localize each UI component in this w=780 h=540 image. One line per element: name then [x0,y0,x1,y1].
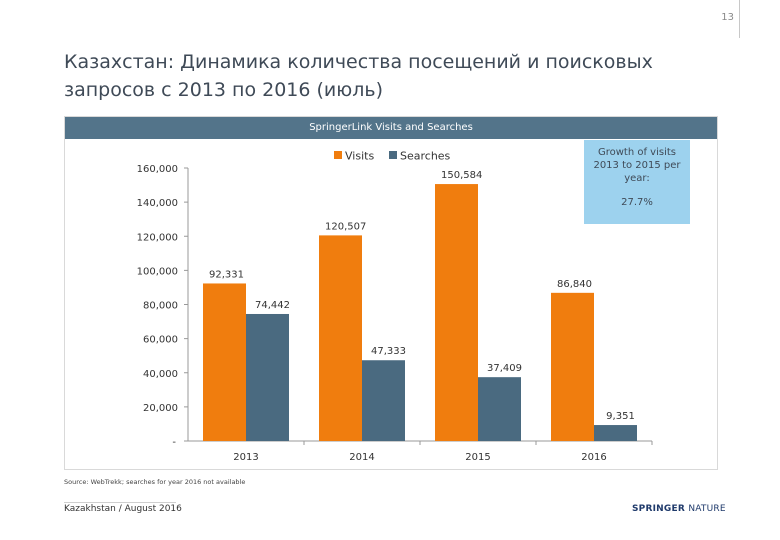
bar-visits [203,283,246,441]
chart-frame: SpringerLink Visits and Searches [64,116,718,470]
growth-callout: Growth of visits 2013 to 2015 per year: … [584,140,690,224]
legend-label-searches: Searches [400,150,451,163]
y-tick-label: - [172,437,176,448]
logo-light: NATURE [688,504,726,514]
y-tick-label: 80,000 [143,301,178,312]
logo-bold: SPRINGER [632,504,685,514]
x-tick-label: 2013 [233,452,258,463]
callout-value: 27.7% [621,197,653,208]
x-tick-label: 2014 [349,452,374,463]
data-label: 92,331 [209,269,244,280]
callout-text: Growth of visits 2013 to 2015 per year: [593,147,681,184]
slide-number: 13 [721,12,734,23]
data-label: 150,584 [441,170,482,181]
y-tick-label: 160,000 [137,164,178,175]
slide-title: Казахстан: Динамика количества посещений… [64,51,653,101]
legend-label-visits: Visits [345,150,374,163]
y-tick-label: 140,000 [137,198,178,209]
data-label: 37,409 [487,363,522,374]
source-note: Source: WebTrekk; searches for year 2016… [64,478,246,486]
springer-nature-logo: SPRINGER NATURE [632,504,726,514]
data-label: 86,840 [557,279,592,290]
bar-visits [319,235,362,441]
data-label: 9,351 [606,411,635,422]
footer-text: Kazakhstan / August 2016 [64,504,182,514]
y-tick-label: 120,000 [137,232,178,243]
x-tick-label: 2015 [465,452,490,463]
data-label: 47,333 [371,346,406,357]
side-rule [739,0,740,38]
bar-searches [478,377,521,441]
y-tick-label: 100,000 [137,266,178,277]
legend-swatch-searches [389,151,397,159]
legend-swatch-visits [334,151,342,159]
chart-title: SpringerLink Visits and Searches [65,117,717,139]
bar-searches [594,425,637,441]
bar-searches [246,313,289,441]
bar-visits [551,292,594,441]
bar-visits [435,184,478,442]
bar-searches [362,360,405,441]
x-tick-label: 2016 [581,452,606,463]
y-tick-label: 60,000 [143,335,178,346]
y-tick-label: 20,000 [143,403,178,414]
footer-rule [64,502,176,503]
y-tick-label: 40,000 [143,369,178,380]
data-label: 120,507 [325,221,366,232]
data-label: 74,442 [255,300,290,311]
